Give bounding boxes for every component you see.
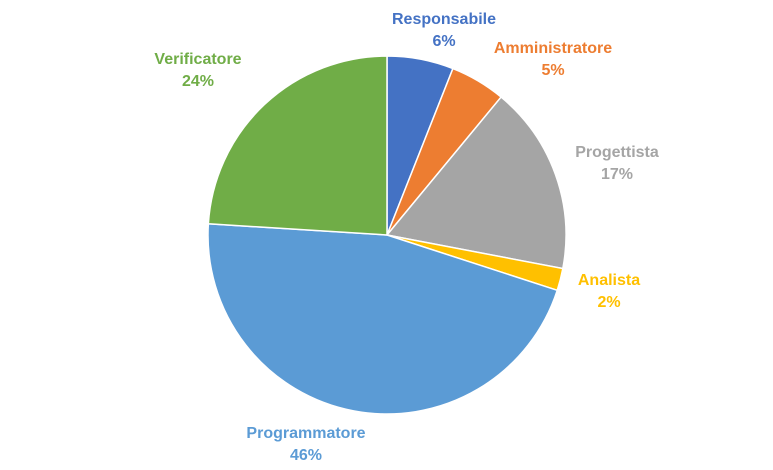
slice-label-responsabile: Responsabile <box>392 11 496 28</box>
pie-slice-verificatore <box>207 55 388 236</box>
pie-labels: Responsabile 6% Amministratore 5% Progettist… <box>154 11 658 464</box>
pie-slice-programmatore <box>207 222 559 415</box>
slice-percent-analista: 2% <box>597 294 620 311</box>
pie-slices <box>207 55 567 415</box>
slice-percent-responsabile: 6% <box>432 33 455 50</box>
slice-label-amministratore: Amministratore <box>494 40 612 57</box>
slice-percent-programmatore: 46% <box>290 447 322 464</box>
slice-label-analista: Analista <box>578 272 640 289</box>
slice-percent-progettista: 17% <box>601 166 633 183</box>
slice-percent-amministratore: 5% <box>541 62 564 79</box>
slice-percent-verificatore: 24% <box>182 73 214 90</box>
pie-slice-progettista <box>385 96 567 270</box>
slice-label-verificatore: Verificatore <box>154 51 241 68</box>
slice-label-progettista: Progettista <box>575 144 659 161</box>
slice-label-programmatore: Programmatore <box>246 425 365 442</box>
